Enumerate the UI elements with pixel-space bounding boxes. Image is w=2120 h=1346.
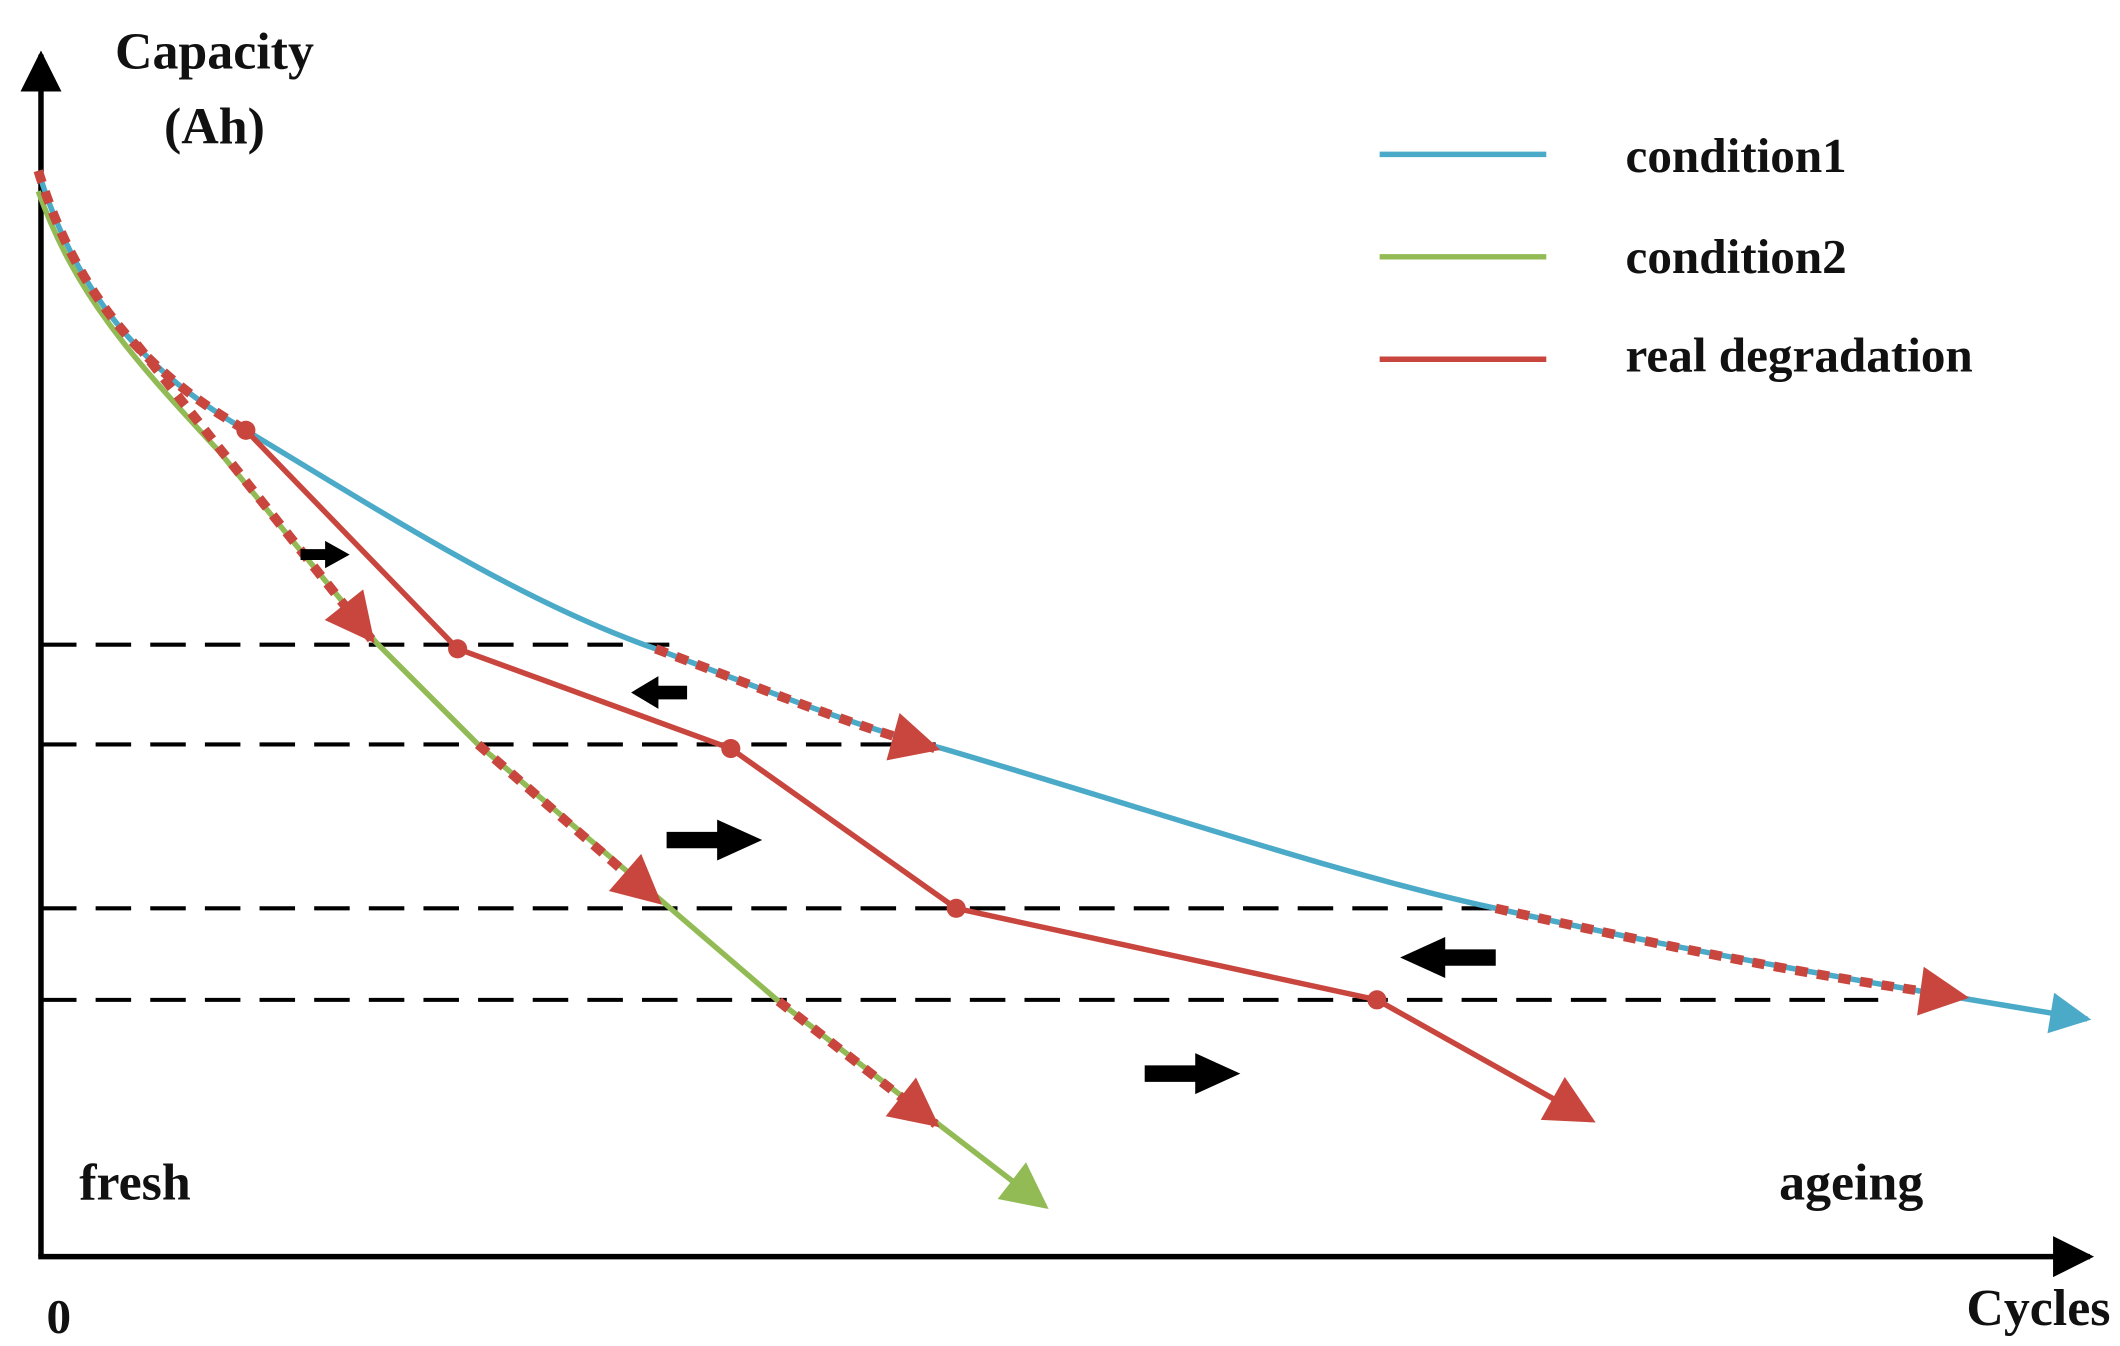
switch-point xyxy=(1367,990,1387,1010)
switch-point xyxy=(448,639,468,659)
real-degradation-segment xyxy=(474,740,663,906)
direction-arrow xyxy=(300,540,350,569)
condition1-curve xyxy=(35,169,2092,1034)
direction-arrow xyxy=(631,676,688,709)
x-axis-label: Cycles xyxy=(1966,1280,2110,1337)
direction-arrow xyxy=(1400,937,1496,979)
direction-arrow xyxy=(1144,1053,1241,1095)
annotation: fresh xyxy=(79,1154,191,1211)
real-degradation-segment xyxy=(33,169,249,435)
origin-label: 0 xyxy=(46,1289,71,1344)
real-degradation-path xyxy=(243,428,1596,1123)
real-degradation-segment xyxy=(653,644,941,761)
direction-arrow xyxy=(666,819,763,861)
legend-label: real degradation xyxy=(1626,328,1973,383)
real-degradation-segment xyxy=(132,341,376,644)
switch-point xyxy=(721,738,741,759)
legend-label: condition2 xyxy=(1626,229,1847,284)
real-degradation-segment xyxy=(775,997,940,1128)
condition2-curve xyxy=(35,190,1049,1209)
annotation: ageing xyxy=(1779,1154,1923,1211)
y-axis-label: (Ah) xyxy=(164,98,265,155)
real-degradation-segment xyxy=(1494,903,1970,1016)
switch-point xyxy=(946,898,966,918)
legend-label: condition1 xyxy=(1626,128,1847,183)
switch-point xyxy=(236,420,256,440)
y-axis-label: Capacity xyxy=(115,23,314,80)
